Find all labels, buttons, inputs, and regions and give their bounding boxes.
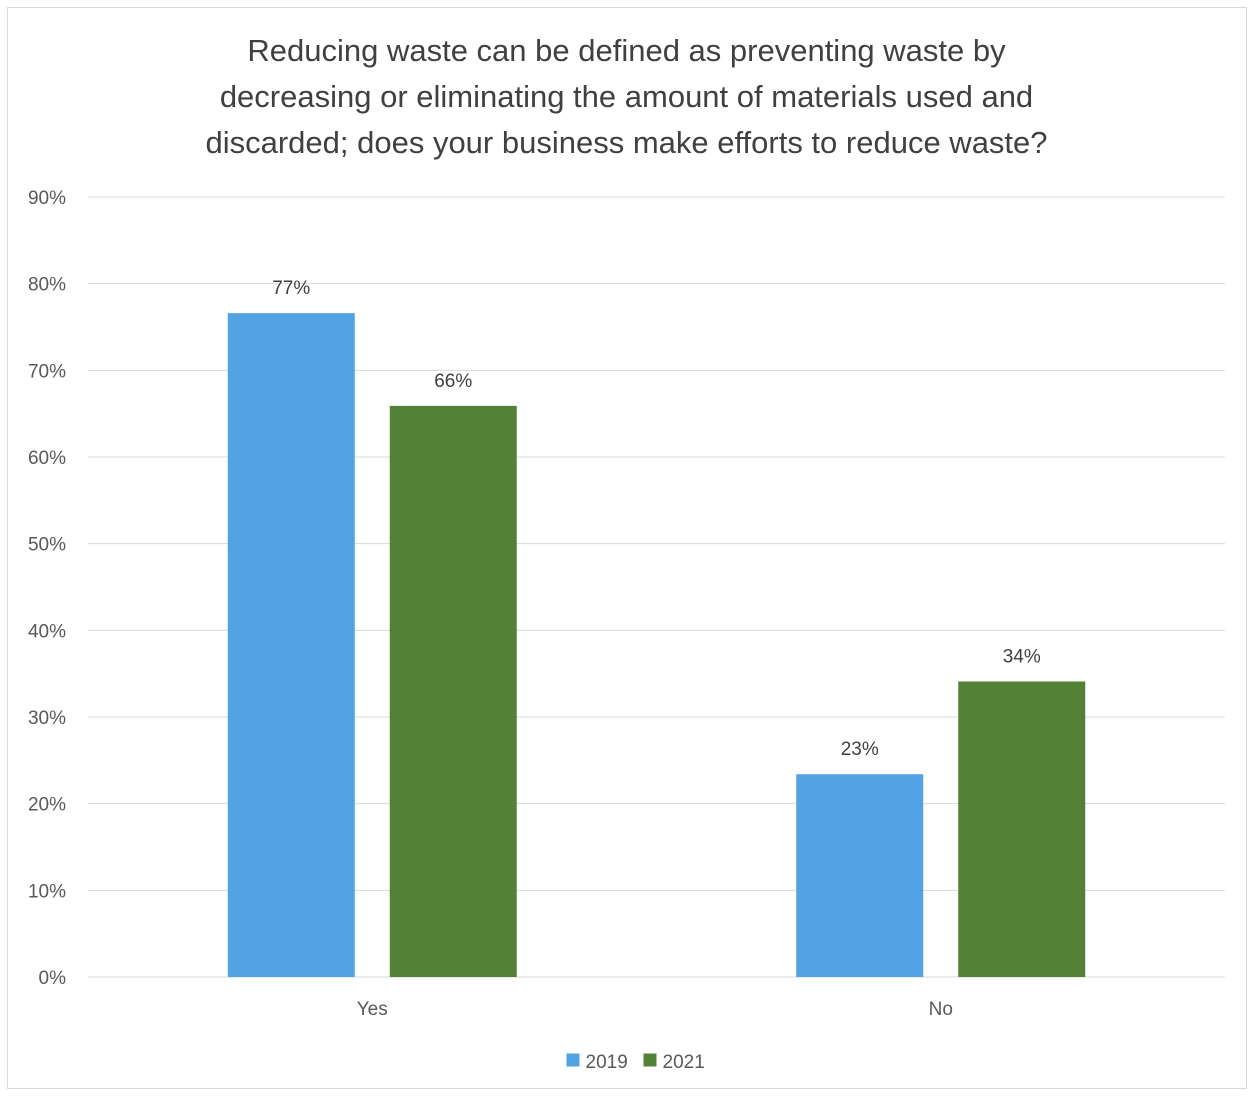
- y-tick-label-20: 20%: [28, 795, 66, 816]
- legend-label-2021: 2021: [663, 1052, 705, 1073]
- y-tick-label-60: 60%: [28, 448, 66, 469]
- y-tick-label-40: 40%: [28, 621, 66, 642]
- bar-yes-2021: [389, 405, 517, 977]
- y-tick-label-70: 70%: [28, 361, 66, 382]
- y-tick-label-90: 90%: [28, 188, 66, 209]
- data-label-yes-2021: 66%: [434, 371, 472, 392]
- legend-label-2019: 2019: [586, 1052, 628, 1073]
- y-tick-label-0: 0%: [39, 968, 67, 989]
- bar-no-2019: [796, 774, 924, 977]
- y-tick-label-10: 10%: [28, 881, 66, 902]
- data-label-yes-2019: 77%: [272, 278, 310, 299]
- bar-no-2021: [958, 681, 1086, 977]
- chart-title-line-1: Reducing waste can be defined as prevent…: [247, 33, 1006, 68]
- x-tick-label-yes: Yes: [357, 999, 388, 1020]
- x-tick-label-no: No: [929, 999, 953, 1020]
- data-label-no-2019: 23%: [841, 739, 879, 760]
- chart-title: Reducing waste can be defined as prevent…: [0, 28, 1253, 166]
- bar-yes-2019: [227, 313, 355, 978]
- chart-title-line-3: discarded; does your business make effor…: [205, 125, 1048, 160]
- chart-title-line-2: decreasing or eliminating the amount of …: [219, 79, 1034, 114]
- legend-swatch-2021: [643, 1053, 657, 1067]
- y-tick-label-30: 30%: [28, 708, 66, 729]
- data-label-no-2021: 34%: [1003, 646, 1041, 667]
- legend-swatch-2019: [566, 1053, 580, 1067]
- y-tick-label-80: 80%: [28, 275, 66, 296]
- y-tick-label-50: 50%: [28, 535, 66, 556]
